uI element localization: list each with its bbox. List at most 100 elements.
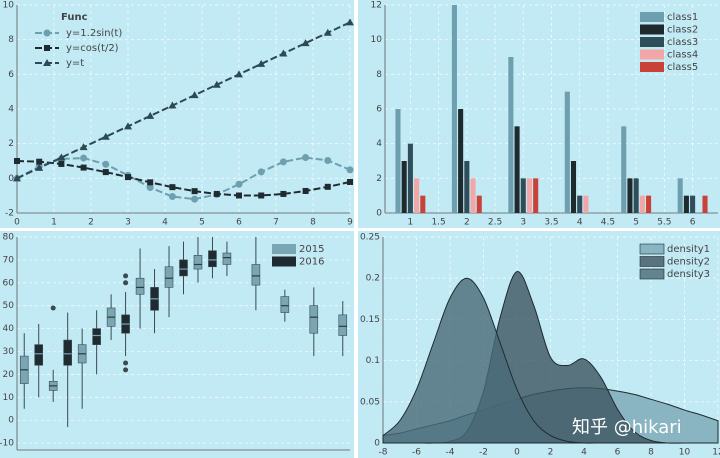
marker	[346, 166, 354, 174]
box	[309, 305, 319, 334]
marker	[302, 187, 309, 194]
x-tick-label: 3	[125, 218, 131, 228]
y-tick-label: 70	[3, 255, 15, 265]
legend-label: y=t	[66, 58, 84, 69]
marker	[235, 70, 243, 78]
x-tick-label: 2	[88, 218, 94, 228]
box	[135, 277, 145, 295]
legend-label: y=1.2sin(t)	[66, 28, 122, 39]
legend-swatch	[639, 256, 665, 267]
y-tick-label: 0.1	[366, 356, 380, 366]
marker	[324, 156, 332, 164]
x-tick-label: 2	[548, 448, 554, 458]
box	[222, 252, 232, 265]
marker	[212, 80, 221, 88]
marker	[280, 190, 287, 197]
x-tick-label: 3	[520, 218, 526, 228]
bar	[508, 57, 514, 213]
bar	[577, 195, 583, 213]
y-tick-label: 0	[8, 416, 14, 426]
box	[63, 339, 72, 366]
marker	[258, 192, 265, 199]
bar	[407, 143, 413, 213]
y-tick-label: 6	[376, 105, 382, 115]
x-tick-label: 1.5	[431, 218, 445, 228]
outlier	[123, 273, 129, 279]
y-tick-label: -2	[5, 209, 14, 219]
x-tick-label: 1	[51, 218, 57, 228]
x-tick-label: -2	[479, 448, 488, 458]
y-tick-label: -10	[0, 439, 14, 449]
x-tick-label: 2.5	[488, 218, 502, 228]
bar	[526, 178, 533, 213]
bar	[464, 161, 470, 213]
x-tick-label: 8	[648, 448, 654, 458]
legend-marker	[43, 29, 51, 37]
x-tick-label: 4	[581, 448, 587, 458]
marker	[236, 192, 242, 199]
y-tick-label: 30	[3, 347, 15, 357]
marker	[279, 158, 287, 166]
x-tick-label: 12	[712, 448, 720, 458]
legend-title: Func	[61, 12, 88, 23]
legend-swatch	[639, 268, 665, 280]
box	[92, 328, 101, 345]
marker	[279, 49, 288, 57]
x-tick-label: 3.5	[544, 218, 558, 228]
bar	[533, 178, 539, 213]
y-tick-label: 0.05	[360, 397, 380, 407]
marker	[191, 195, 199, 203]
x-tick-label: 4.5	[601, 218, 615, 228]
legend-label: class1	[667, 12, 698, 23]
bar	[627, 178, 633, 213]
x-tick-label: 2	[464, 218, 470, 228]
line	[16, 160, 351, 197]
y-tick-label: 40	[3, 324, 15, 334]
x-tick-label: 6	[236, 218, 242, 228]
legend-label: class2	[667, 25, 698, 36]
marker	[125, 174, 131, 181]
bar	[677, 178, 683, 213]
marker	[35, 163, 44, 171]
legend-label: class3	[667, 37, 698, 48]
marker	[302, 154, 310, 162]
marker	[146, 184, 154, 192]
box	[338, 314, 348, 336]
marker	[124, 122, 132, 130]
bar	[639, 195, 645, 213]
marker	[58, 160, 65, 167]
legend-label: density1	[667, 244, 710, 255]
marker	[146, 111, 155, 119]
marker	[190, 91, 199, 99]
y-tick-label: 80	[3, 233, 15, 243]
marker	[235, 180, 243, 188]
outlier	[123, 360, 129, 366]
bar	[470, 178, 476, 213]
panel	[0, 0, 354, 228]
legend-marker	[44, 45, 50, 51]
marker	[323, 28, 332, 36]
y-tick-label: 60	[3, 278, 15, 288]
bar	[702, 195, 708, 213]
bar	[458, 109, 464, 213]
marker	[80, 154, 88, 162]
marker	[102, 160, 110, 168]
bar	[476, 195, 482, 213]
x-tick-label: 0	[514, 448, 520, 458]
legend-label: density3	[667, 269, 710, 280]
y-tick-label: 8	[8, 35, 14, 45]
y-tick-label: 4	[8, 105, 14, 115]
box	[34, 344, 43, 366]
y-tick-label: 0	[374, 439, 380, 449]
bar	[414, 178, 420, 213]
box	[208, 250, 217, 268]
y-tick-label: 10	[3, 393, 15, 403]
y-tick-label: 10	[371, 35, 383, 45]
bar	[690, 195, 696, 213]
legend-label: class4	[667, 50, 698, 61]
x-tick-label: 1	[408, 218, 414, 228]
box	[164, 266, 174, 288]
marker	[346, 18, 354, 26]
marker	[168, 101, 177, 109]
x-tick-label: -8	[379, 448, 388, 458]
